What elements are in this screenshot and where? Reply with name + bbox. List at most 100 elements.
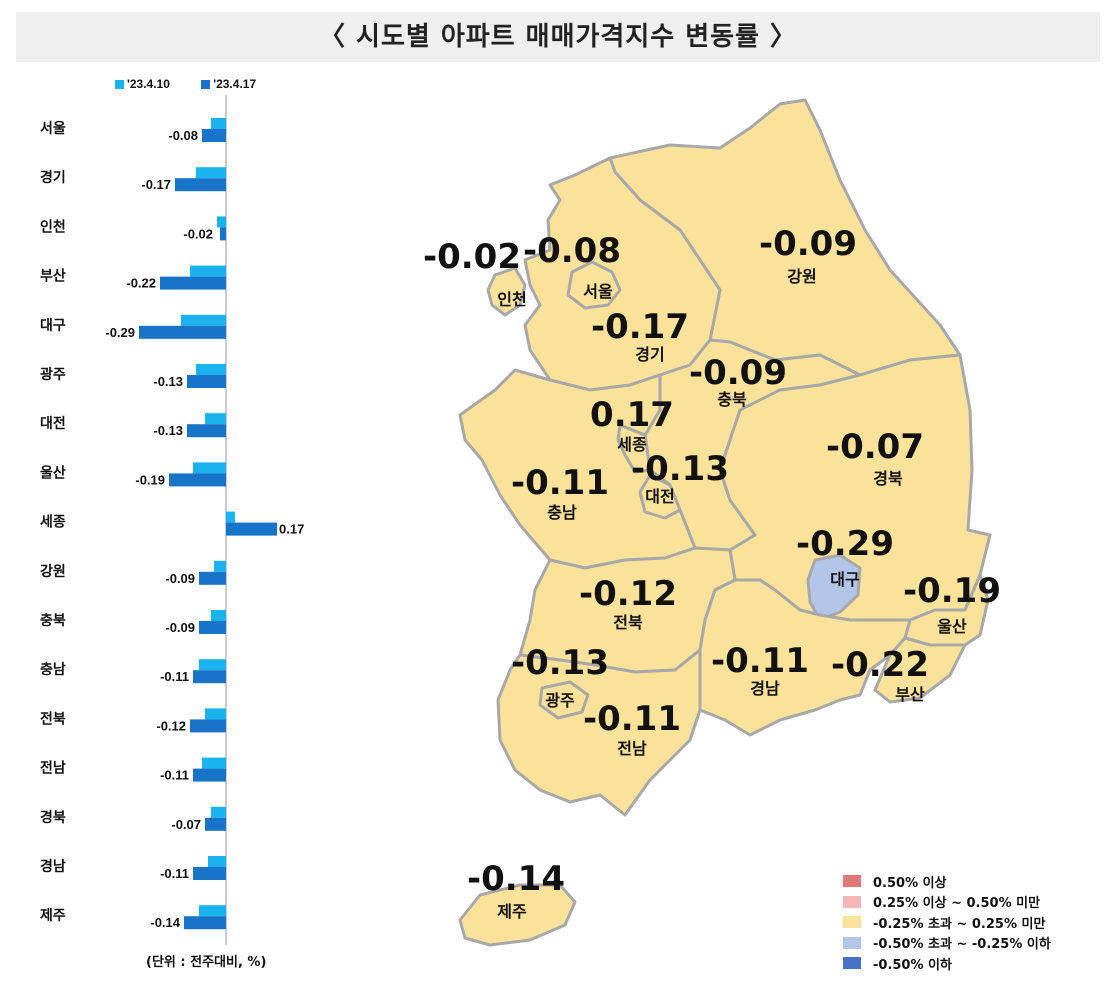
map-shapes bbox=[458, 98, 992, 947]
region-seoul bbox=[566, 260, 622, 310]
data-label: -0.14 bbox=[150, 915, 180, 930]
region-name-label: 충남 bbox=[547, 503, 577, 522]
region-jeju bbox=[458, 883, 577, 947]
legend-curr-swatch bbox=[201, 79, 211, 89]
region-value-label: -0.02 bbox=[423, 237, 521, 277]
region-name-label: 울산 bbox=[937, 617, 967, 636]
data-label: -0.13 bbox=[153, 423, 183, 438]
bar-prev bbox=[193, 462, 226, 474]
map-legend-row-3: -0.25% 초과 ~ 0.25% 미만 bbox=[843, 912, 1051, 933]
map-legend-label-4: -0.50% 초과 ~ -0.25% 이하 bbox=[873, 937, 1051, 953]
category-label: 경기 bbox=[40, 169, 66, 186]
region-value-label: -0.13 bbox=[631, 449, 729, 489]
bar-prev bbox=[202, 757, 226, 769]
region-name-label: 경기 bbox=[635, 345, 664, 364]
category-label: 경북 bbox=[40, 809, 66, 826]
bar-prev bbox=[211, 610, 226, 621]
region-value-label: -0.08 bbox=[523, 231, 621, 271]
region-value-label: -0.13 bbox=[511, 643, 609, 683]
region-value-label: -0.17 bbox=[591, 307, 689, 347]
bar-curr bbox=[220, 227, 226, 241]
bar-curr bbox=[169, 473, 226, 487]
region-name-label: 경남 bbox=[750, 679, 780, 698]
region-name-label: 광주 bbox=[545, 691, 575, 710]
bar-curr bbox=[205, 817, 226, 831]
bar-chart: 서울 -0.08 경기 -0.17 인천 -0.02 부산 -0.22 대구 -0.29 광주 -0.… bbox=[40, 95, 304, 945]
bar-prev bbox=[181, 314, 226, 326]
bar-prev bbox=[199, 659, 226, 671]
category-label: 충북 bbox=[40, 613, 66, 629]
region-value-label: -0.09 bbox=[759, 224, 857, 264]
category-label: 세종 bbox=[40, 515, 66, 531]
bar-prev bbox=[199, 905, 226, 917]
category-label: 대구 bbox=[40, 318, 66, 334]
data-label: -0.12 bbox=[156, 718, 186, 733]
data-label: -0.11 bbox=[160, 866, 189, 881]
map-legend-row-1: 0.50% 이상 bbox=[843, 871, 1051, 892]
region-busan bbox=[873, 636, 967, 704]
region-value-label: -0.22 bbox=[831, 645, 929, 685]
data-label: -0.13 bbox=[153, 374, 183, 389]
bar-curr bbox=[226, 522, 277, 536]
legend-prev-swatch bbox=[115, 79, 124, 89]
map-legend-swatch-2 bbox=[843, 895, 861, 908]
chart-legend: '23.4.10 '23.4.17 bbox=[115, 77, 284, 92]
region-name-label: 서울 bbox=[583, 282, 613, 301]
region-value-label: -0.07 bbox=[826, 427, 924, 467]
category-label: 대전 bbox=[40, 415, 66, 432]
bar-curr bbox=[199, 571, 226, 585]
region-name-label: 강원 bbox=[787, 267, 816, 286]
region-value-label: -0.09 bbox=[689, 353, 787, 393]
category-label: 서울 bbox=[40, 120, 66, 137]
region-name-label: 부산 bbox=[895, 685, 925, 704]
bar-curr bbox=[160, 276, 226, 290]
bar-prev bbox=[217, 216, 226, 228]
map-legend-label-3: -0.25% 초과 ~ 0.25% 미만 bbox=[873, 916, 1046, 932]
legend-curr-label: '23.4.17 bbox=[213, 77, 257, 91]
region-name-label: 전남 bbox=[617, 739, 647, 758]
map-legend-swatch-1 bbox=[843, 875, 861, 888]
data-label: -0.19 bbox=[135, 472, 165, 487]
data-label: -0.11 bbox=[160, 768, 189, 783]
bar-prev bbox=[190, 265, 226, 277]
map-legend-swatch-4 bbox=[843, 936, 861, 949]
bar-curr bbox=[199, 621, 226, 634]
region-incheon bbox=[486, 266, 527, 317]
legend-prev: '23.4.10 bbox=[115, 77, 170, 91]
category-label: 전북 bbox=[40, 710, 66, 727]
category-label: 충남 bbox=[40, 661, 66, 678]
region-daejeon bbox=[638, 473, 682, 520]
legend-curr: '23.4.17 bbox=[201, 77, 256, 91]
region-value-label: -0.14 bbox=[467, 859, 565, 899]
region-value-label: -0.11 bbox=[511, 463, 609, 503]
bar-curr bbox=[190, 719, 226, 733]
region-name-label: 경북 bbox=[873, 469, 903, 488]
bar-prev bbox=[211, 118, 226, 129]
region-chungnam bbox=[458, 368, 697, 570]
legend-prev-label: '23.4.10 bbox=[127, 77, 170, 91]
category-label: 강원 bbox=[40, 563, 66, 580]
data-label: -0.02 bbox=[183, 226, 213, 241]
bar-curr bbox=[187, 424, 226, 438]
unit-note: (단위 : 전주대비, %) bbox=[146, 955, 267, 970]
region-value-label: 0.17 bbox=[590, 395, 674, 435]
map-legend-label-5: -0.50% 이하 bbox=[873, 957, 952, 973]
category-label: 광주 bbox=[40, 366, 66, 383]
region-daegu bbox=[806, 553, 862, 622]
category-label: 전남 bbox=[40, 760, 66, 777]
page-title: 〈 시도별 아파트 매매가격지수 변동률 〉 bbox=[16, 12, 1100, 62]
bar-prev bbox=[205, 413, 226, 425]
map-legend-row-4: -0.50% 초과 ~ -0.25% 이하 bbox=[843, 933, 1051, 954]
bar-prev bbox=[205, 708, 226, 720]
region-value-label: -0.12 bbox=[579, 574, 677, 614]
bar-curr bbox=[193, 867, 226, 880]
category-label: 울산 bbox=[40, 464, 66, 481]
data-label: -0.22 bbox=[126, 276, 156, 291]
bar-prev bbox=[226, 511, 235, 523]
region-name-label: 인천 bbox=[497, 290, 526, 309]
data-label: -0.29 bbox=[105, 325, 135, 340]
category-label: 경남 bbox=[40, 858, 66, 875]
region-name-label: 제주 bbox=[497, 902, 527, 921]
